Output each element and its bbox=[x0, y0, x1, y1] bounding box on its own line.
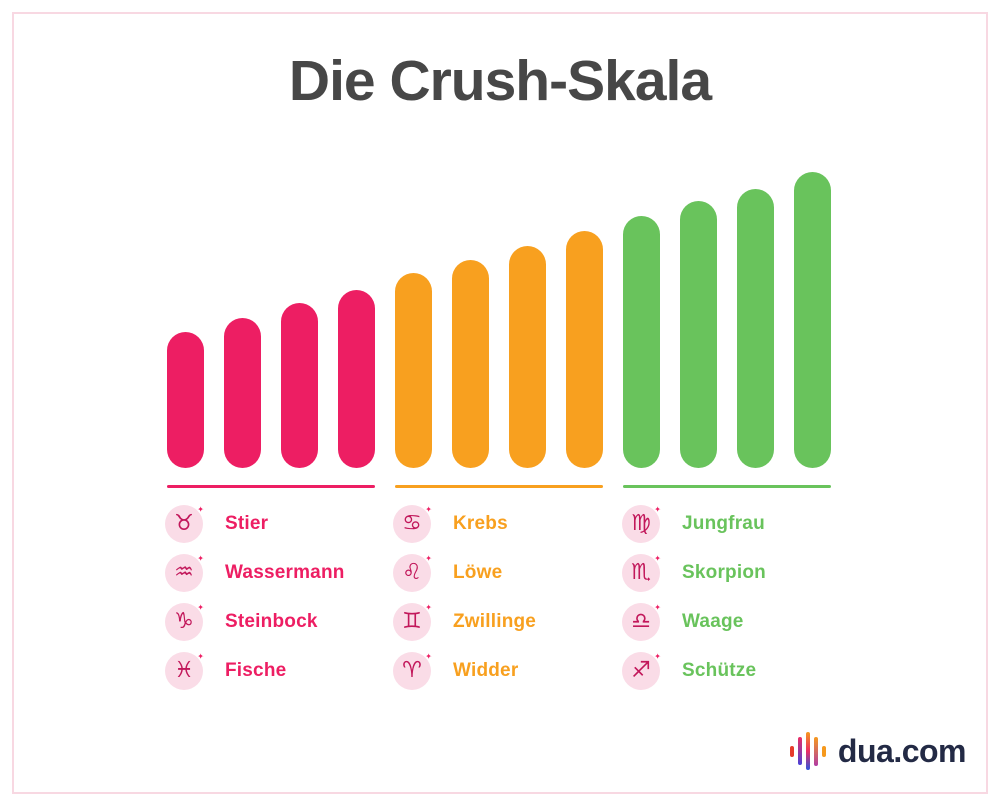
bar-schutze bbox=[794, 172, 831, 468]
baseline-mid-group bbox=[395, 485, 603, 488]
bar-widder bbox=[566, 231, 603, 468]
legend-item-lowe: ♌ Löwe bbox=[393, 554, 536, 592]
waveform-bar bbox=[813, 736, 818, 766]
pisces-icon: ♓ bbox=[165, 652, 204, 690]
legend-item-fische: ♓ Fische bbox=[165, 652, 345, 690]
waveform-bar bbox=[789, 745, 794, 757]
bar-skorpion bbox=[680, 201, 717, 468]
legend-column: ♋ Krebs ♌ Löwe ♊ Zwillinge ♈ Widder bbox=[393, 505, 536, 690]
sagittarius-icon: ♐ bbox=[622, 652, 661, 690]
legend-label-fische: Fische bbox=[225, 660, 287, 681]
legend-item-steinbock: ♑ Steinbock bbox=[165, 603, 345, 641]
legend-label-stier: Stier bbox=[225, 513, 269, 534]
taurus-icon: ♉ bbox=[165, 505, 204, 543]
virgo-icon: ♍ bbox=[622, 505, 661, 543]
bar-lowe bbox=[452, 260, 489, 468]
capricorn-icon: ♑ bbox=[165, 603, 204, 641]
baseline-low-group bbox=[167, 485, 375, 488]
brand-logo: dua.com bbox=[789, 728, 967, 774]
legend-item-schutze: ♐ Schütze bbox=[622, 652, 766, 690]
legend-label-schutze: Schütze bbox=[682, 660, 757, 681]
legend-label-zwillinge: Zwillinge bbox=[453, 611, 537, 632]
brand-name: dua.com bbox=[837, 732, 967, 769]
leo-icon: ♌ bbox=[393, 554, 432, 592]
legend-item-stier: ♉ Stier bbox=[165, 505, 345, 543]
bar-wassermann bbox=[224, 318, 261, 468]
legend-item-waage: ♎ Waage bbox=[622, 603, 766, 641]
waveform-bar bbox=[821, 745, 826, 757]
bar-krebs bbox=[395, 273, 432, 468]
dua-waveform-icon bbox=[789, 728, 826, 774]
legend-label-krebs: Krebs bbox=[453, 513, 508, 534]
legend-item-skorpion: ♏ Skorpion bbox=[622, 554, 766, 592]
bar-waage bbox=[737, 189, 774, 468]
gemini-icon: ♊ bbox=[393, 603, 432, 641]
cancer-icon: ♋ bbox=[393, 505, 432, 543]
bar-steinbock bbox=[281, 303, 318, 468]
bar-zwillinge bbox=[509, 246, 546, 468]
legend-item-wassermann: ♒ Wassermann bbox=[165, 554, 345, 592]
legend-item-zwillinge: ♊ Zwillinge bbox=[393, 603, 536, 641]
legend-label-steinbock: Steinbock bbox=[225, 611, 318, 632]
aquarius-icon: ♒ bbox=[165, 554, 204, 592]
page-title: Die Crush-Skala bbox=[288, 49, 712, 113]
legend-item-krebs: ♋ Krebs bbox=[393, 505, 536, 543]
crush-chart bbox=[167, 160, 831, 468]
legend-label-waage: Waage bbox=[682, 611, 744, 632]
legend-label-widder: Widder bbox=[453, 660, 519, 681]
zodiac-legend: ♉ Stier ♒ Wassermann ♑ Steinbock ♓ Fische ♋ Krebs… bbox=[0, 505, 1000, 715]
legend-label-lowe: Löwe bbox=[453, 562, 503, 583]
waveform-bar bbox=[797, 737, 802, 765]
aries-icon: ♈ bbox=[393, 652, 432, 690]
legend-label-skorpion: Skorpion bbox=[682, 562, 766, 583]
bar-stier bbox=[167, 332, 204, 468]
baseline-high-group bbox=[623, 485, 831, 488]
chart-baselines bbox=[167, 485, 831, 488]
legend-column: ♍ Jungfrau ♏ Skorpion ♎ Waage ♐ Schütze bbox=[622, 505, 766, 690]
legend-item-widder: ♈ Widder bbox=[393, 652, 536, 690]
bar-jungfrau bbox=[623, 216, 660, 468]
legend-label-wassermann: Wassermann bbox=[225, 562, 345, 583]
libra-icon: ♎ bbox=[622, 603, 661, 641]
bar-fische bbox=[338, 290, 375, 468]
legend-label-jungfrau: Jungfrau bbox=[682, 513, 765, 534]
scorpio-icon: ♏ bbox=[622, 554, 661, 592]
legend-item-jungfrau: ♍ Jungfrau bbox=[622, 505, 766, 543]
legend-column: ♉ Stier ♒ Wassermann ♑ Steinbock ♓ Fische bbox=[165, 505, 345, 690]
waveform-bar bbox=[805, 732, 810, 770]
